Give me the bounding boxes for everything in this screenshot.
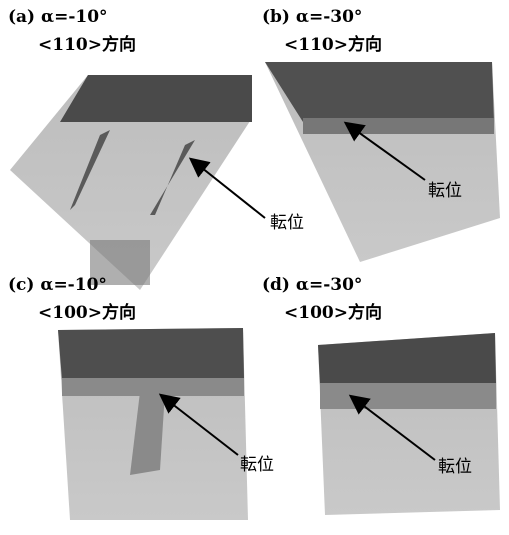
panel-d: (d) α=-30° <100>方向 転位 (262, 275, 500, 515)
panel-a: (a) α=-10° <110>方向 転位 (8, 7, 304, 290)
interface (303, 118, 494, 134)
panel-label: (a) α=-10° (8, 7, 108, 27)
annotation: 転位 (240, 455, 274, 475)
direction-label: <100>方向 (284, 302, 382, 323)
interface (320, 383, 496, 409)
surface-layer (265, 62, 494, 122)
surface-layer (318, 333, 496, 385)
annotation: 転位 (438, 457, 472, 477)
direction-label: <100>方向 (38, 302, 136, 323)
panel-c: (c) α=-10° <100>方向 転位 (8, 275, 274, 520)
direction-label: <110>方向 (284, 34, 382, 55)
panel-label: (d) α=-30° (262, 275, 362, 295)
surface-layer (58, 328, 244, 380)
surface-layer (60, 75, 252, 122)
panel-label: (c) α=-10° (8, 275, 107, 295)
annotation: 転位 (270, 213, 304, 233)
figure: (a) α=-10° <110>方向 転位 (b) α=-30° <110>方向… (0, 0, 509, 535)
direction-label: <110>方向 (38, 34, 136, 55)
panel-label: (b) α=-30° (262, 7, 362, 27)
annotation: 転位 (428, 181, 462, 201)
